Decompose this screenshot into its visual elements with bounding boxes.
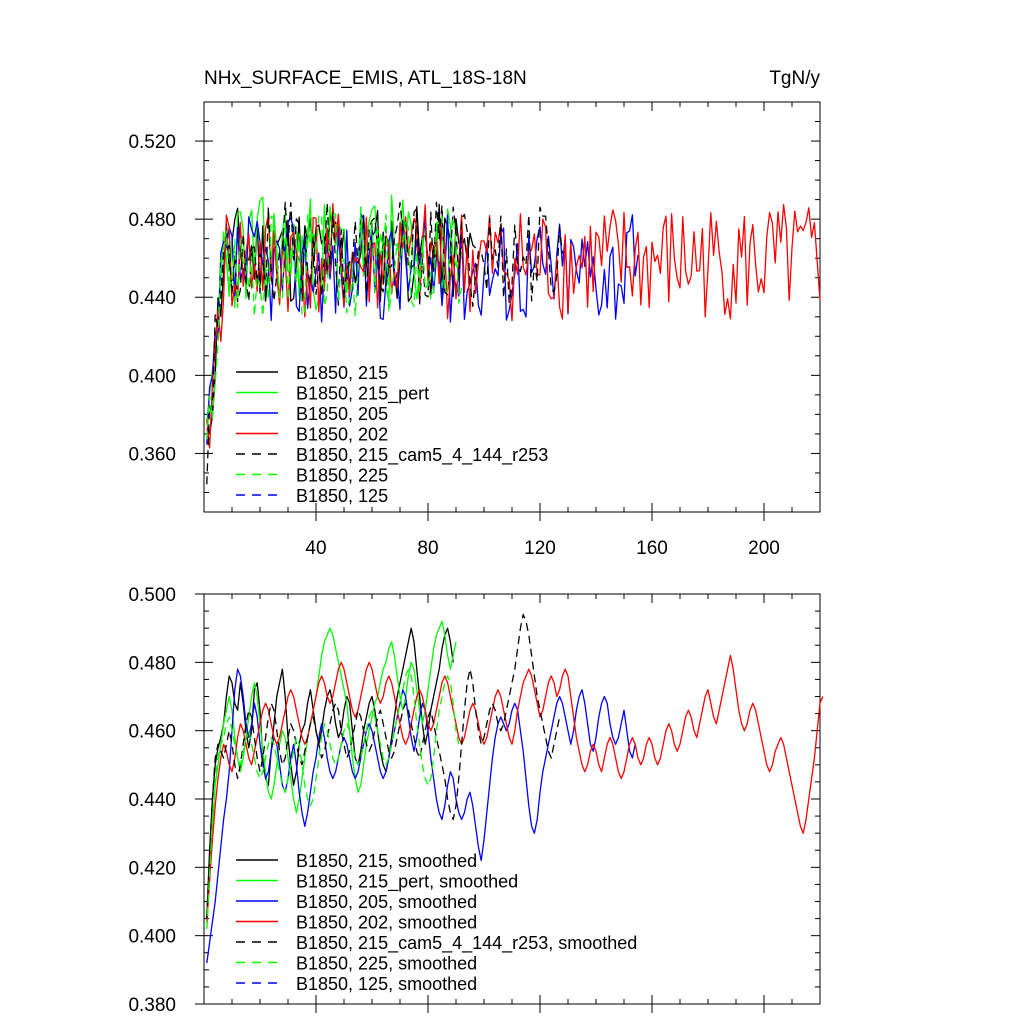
legend-label: B1850, 202 <box>296 425 388 445</box>
y-tick-label: 0.400 <box>128 366 176 387</box>
legend-label: B1850, 215, smoothed <box>296 851 477 871</box>
series-line <box>206 613 561 919</box>
legend-label: B1850, 202, smoothed <box>296 913 477 933</box>
top-panel-title: NHx_SURFACE_EMIS, ATL_18S-18N <box>204 68 527 89</box>
legend-label: B1850, 125, smoothed <box>296 974 477 994</box>
legend-label: B1850, 215_cam5_4_144_r253, smoothed <box>296 933 637 954</box>
x-tick-label: 120 <box>524 538 556 559</box>
top-panel-units: TgN/y <box>769 68 820 89</box>
legend-label: B1850, 125 <box>296 486 388 506</box>
bottom-panel: 0.380 0.400 0.420 0.440 0.460 0.480 0.500 B185… <box>128 585 824 1016</box>
y-tick-label: 0.480 <box>128 210 176 231</box>
y-tick-label: 0.460 <box>128 722 176 743</box>
y-tick-label: 0.500 <box>128 585 176 606</box>
y-tick-label: 0.480 <box>128 653 176 674</box>
y-tick-label: 0.360 <box>128 444 176 465</box>
y-tick-label: 0.520 <box>128 132 176 153</box>
bottom-plot-area: 0.380 0.400 0.420 0.440 0.460 0.480 0.500 <box>128 585 824 1016</box>
x-tick-label: 200 <box>748 538 780 559</box>
y-tick-label: 0.440 <box>128 790 176 811</box>
x-tick-label: 40 <box>305 538 326 559</box>
series-line <box>206 668 460 929</box>
top-plot-area: 40 80 120 160 200 0.360 0.400 0.440 0.480 0.520 <box>128 101 821 559</box>
legend-label: B1850, 225, smoothed <box>296 954 477 974</box>
series-line <box>206 668 636 964</box>
y-tick-label: 0.420 <box>128 858 176 879</box>
series-line <box>206 212 463 440</box>
y-tick-label: 0.400 <box>128 927 176 948</box>
series-line <box>206 620 457 929</box>
legend-label: B1850, 225 <box>296 466 388 486</box>
legend-label: B1850, 215_pert, smoothed <box>296 872 518 893</box>
top-panel: NHx_SURFACE_EMIS, ATL_18S-18N TgN/y 40 80… <box>128 68 821 559</box>
legend-label: B1850, 215_pert <box>296 384 429 405</box>
series-line <box>206 203 821 449</box>
legend-label: B1850, 215 <box>296 363 388 383</box>
y-tick-label: 0.440 <box>128 288 176 309</box>
legend-label: B1850, 205 <box>296 404 388 424</box>
legend-label: B1850, 205, smoothed <box>296 892 477 912</box>
x-tick-label: 160 <box>636 538 668 559</box>
series-line <box>206 627 454 919</box>
x-tick-label: 80 <box>417 538 438 559</box>
y-tick-label: 0.380 <box>128 995 176 1016</box>
legend-label: B1850, 215_cam5_4_144_r253 <box>296 445 548 466</box>
